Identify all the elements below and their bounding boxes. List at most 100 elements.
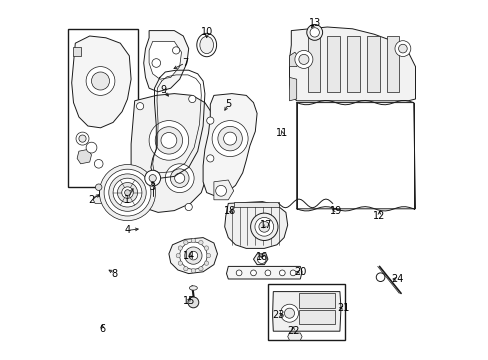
Text: 18: 18 bbox=[224, 206, 236, 216]
Polygon shape bbox=[346, 36, 359, 92]
Circle shape bbox=[375, 273, 384, 282]
Bar bbox=[298, 293, 334, 308]
Text: 17: 17 bbox=[260, 220, 272, 230]
Circle shape bbox=[136, 103, 143, 110]
Circle shape bbox=[206, 155, 213, 162]
Circle shape bbox=[108, 174, 146, 211]
Circle shape bbox=[104, 169, 151, 216]
Circle shape bbox=[294, 50, 312, 68]
Circle shape bbox=[183, 240, 187, 245]
Polygon shape bbox=[143, 31, 188, 92]
Circle shape bbox=[199, 266, 203, 271]
Text: 6: 6 bbox=[99, 324, 105, 334]
Circle shape bbox=[264, 270, 270, 276]
Polygon shape bbox=[287, 333, 302, 340]
Circle shape bbox=[95, 184, 102, 190]
Circle shape bbox=[185, 203, 192, 211]
Polygon shape bbox=[226, 266, 302, 279]
Circle shape bbox=[306, 24, 322, 40]
Circle shape bbox=[206, 117, 213, 124]
Text: 13: 13 bbox=[308, 18, 320, 28]
Text: 7: 7 bbox=[182, 58, 188, 68]
Text: 4: 4 bbox=[124, 225, 130, 235]
Circle shape bbox=[394, 41, 410, 57]
Circle shape bbox=[94, 159, 103, 168]
Circle shape bbox=[204, 261, 208, 265]
Circle shape bbox=[254, 217, 273, 236]
Circle shape bbox=[117, 183, 137, 203]
Circle shape bbox=[91, 72, 109, 90]
Bar bbox=[298, 310, 334, 324]
Polygon shape bbox=[203, 94, 257, 196]
Circle shape bbox=[178, 246, 182, 250]
Polygon shape bbox=[224, 202, 287, 248]
Circle shape bbox=[189, 251, 197, 260]
Circle shape bbox=[223, 132, 236, 145]
Circle shape bbox=[191, 238, 195, 243]
Polygon shape bbox=[289, 27, 415, 101]
Polygon shape bbox=[253, 254, 267, 265]
Text: 20: 20 bbox=[293, 267, 306, 277]
Circle shape bbox=[206, 253, 210, 258]
Circle shape bbox=[86, 67, 115, 95]
Polygon shape bbox=[131, 94, 213, 212]
Circle shape bbox=[170, 169, 189, 188]
Circle shape bbox=[212, 121, 247, 157]
Text: 3: 3 bbox=[149, 182, 156, 192]
Circle shape bbox=[136, 200, 143, 207]
Polygon shape bbox=[289, 52, 300, 67]
Polygon shape bbox=[307, 36, 320, 92]
Circle shape bbox=[236, 270, 242, 276]
Circle shape bbox=[99, 165, 155, 221]
Polygon shape bbox=[260, 214, 269, 218]
Circle shape bbox=[250, 270, 256, 276]
Circle shape bbox=[257, 255, 265, 264]
Circle shape bbox=[279, 270, 285, 276]
Text: 11: 11 bbox=[276, 128, 288, 138]
Text: 2: 2 bbox=[88, 195, 95, 205]
Circle shape bbox=[176, 253, 180, 258]
Circle shape bbox=[155, 127, 182, 154]
Circle shape bbox=[218, 126, 242, 151]
Polygon shape bbox=[366, 36, 379, 92]
Circle shape bbox=[204, 246, 208, 250]
Circle shape bbox=[188, 95, 196, 103]
Circle shape bbox=[289, 270, 295, 276]
Text: 15: 15 bbox=[182, 296, 195, 306]
Text: 8: 8 bbox=[112, 269, 118, 279]
Circle shape bbox=[152, 59, 160, 67]
Circle shape bbox=[122, 187, 133, 198]
Text: 22: 22 bbox=[286, 326, 299, 336]
Ellipse shape bbox=[196, 33, 216, 57]
Ellipse shape bbox=[189, 286, 197, 290]
Text: 23: 23 bbox=[272, 310, 285, 320]
Text: 5: 5 bbox=[224, 99, 231, 109]
Circle shape bbox=[179, 242, 206, 269]
Polygon shape bbox=[73, 47, 81, 56]
Circle shape bbox=[124, 190, 130, 195]
Text: 24: 24 bbox=[390, 274, 403, 284]
Polygon shape bbox=[289, 77, 296, 101]
Text: 16: 16 bbox=[256, 252, 268, 262]
Polygon shape bbox=[233, 202, 278, 207]
Text: 10: 10 bbox=[200, 27, 212, 37]
Polygon shape bbox=[72, 36, 131, 128]
Circle shape bbox=[199, 240, 203, 245]
Circle shape bbox=[174, 173, 184, 183]
Circle shape bbox=[79, 135, 86, 142]
Polygon shape bbox=[93, 196, 104, 203]
Circle shape bbox=[258, 221, 269, 232]
Circle shape bbox=[280, 304, 298, 322]
Circle shape bbox=[165, 164, 194, 193]
Circle shape bbox=[76, 132, 89, 145]
Text: 9: 9 bbox=[160, 85, 166, 95]
Circle shape bbox=[250, 213, 277, 240]
Circle shape bbox=[215, 185, 226, 196]
Text: 14: 14 bbox=[182, 251, 194, 261]
Polygon shape bbox=[77, 149, 91, 164]
Polygon shape bbox=[213, 180, 233, 200]
Circle shape bbox=[178, 261, 182, 265]
Text: 1: 1 bbox=[124, 195, 130, 205]
Ellipse shape bbox=[200, 36, 213, 54]
Polygon shape bbox=[326, 36, 339, 92]
